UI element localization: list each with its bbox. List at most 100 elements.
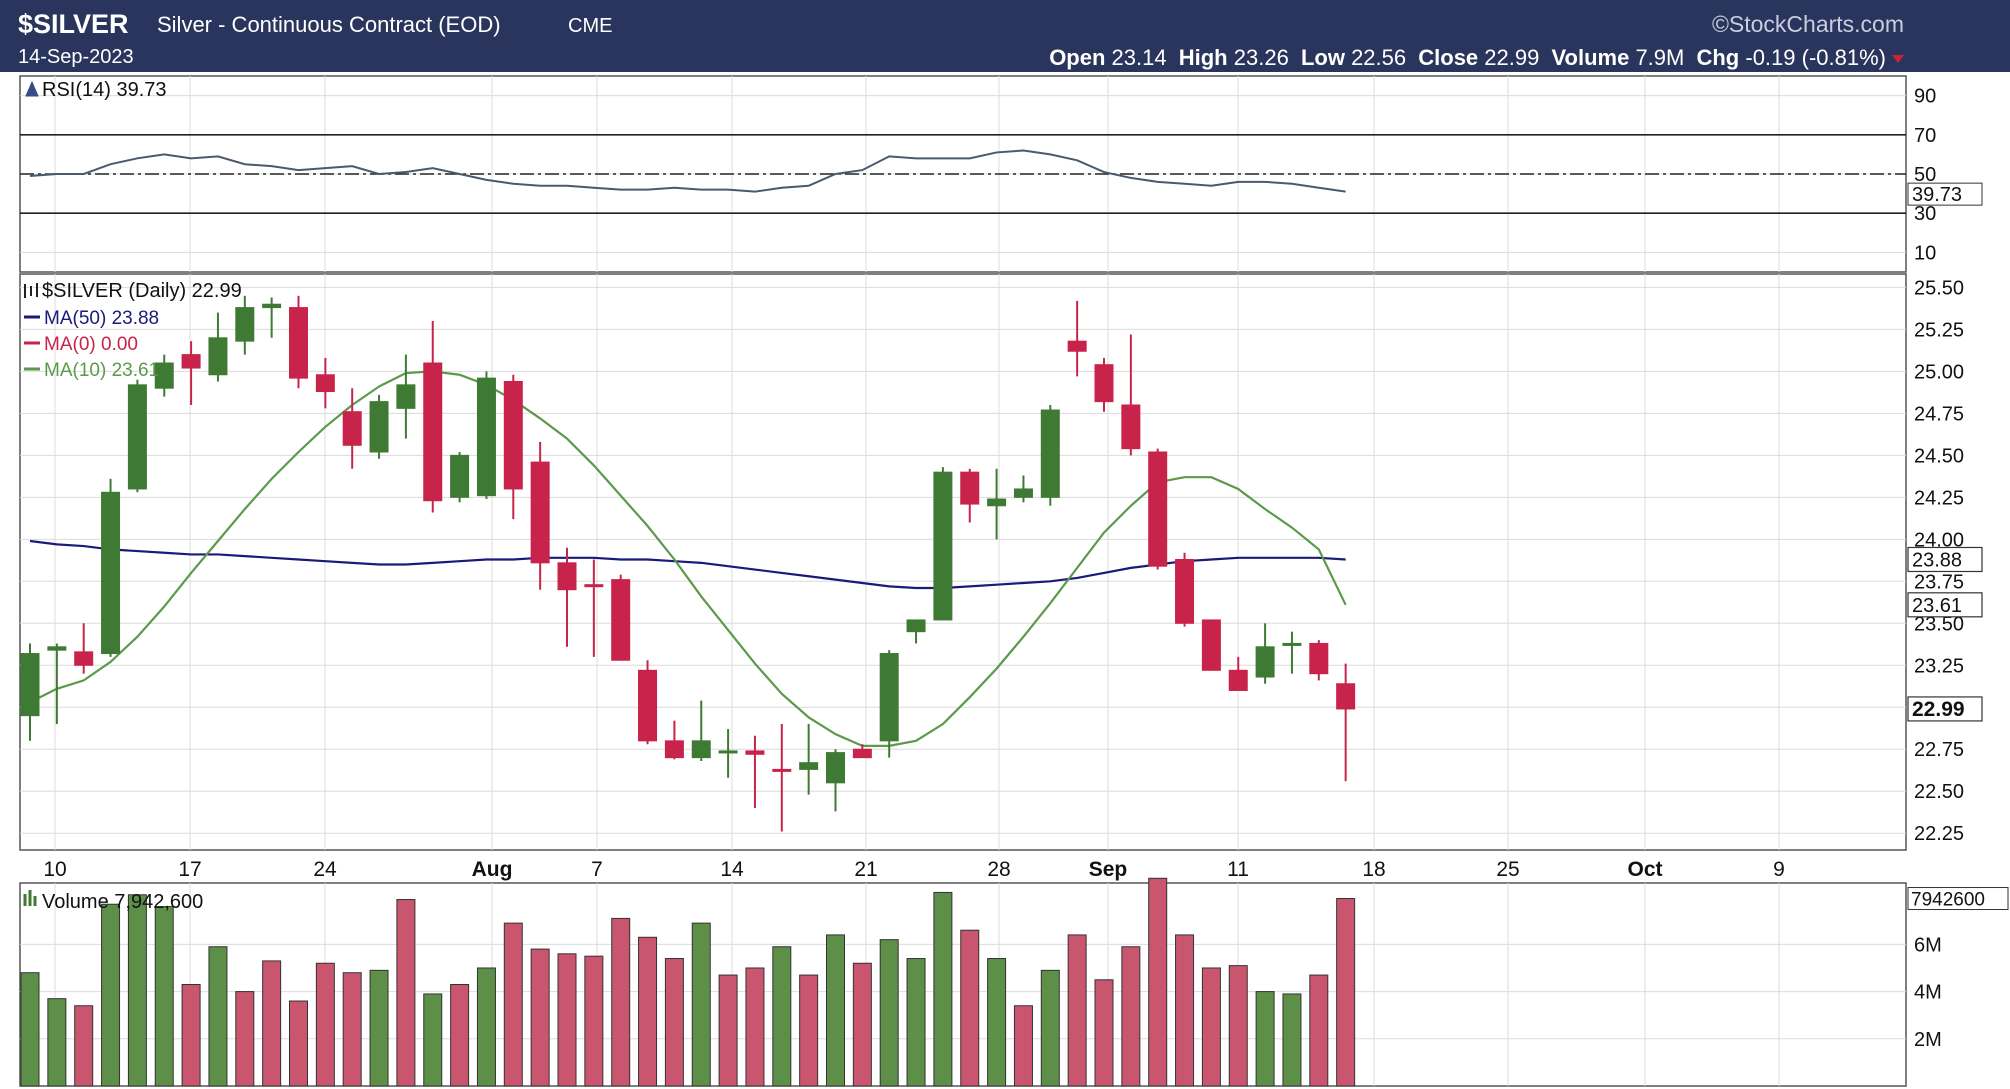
brand-logo: ©StockCharts.com <box>1712 11 1904 37</box>
ma10-last-value-box <box>1907 592 1983 618</box>
volume-bar <box>315 962 335 1087</box>
volume-bar <box>987 958 1007 1087</box>
rsi-tick-label: 90 <box>1914 86 1936 108</box>
x-tick-label: 24 <box>313 858 337 881</box>
candle-body <box>987 498 1007 507</box>
volume-bar <box>423 993 443 1087</box>
volume-last-value-box <box>1907 887 2009 911</box>
volume-bar <box>852 962 872 1087</box>
candle-body <box>369 401 389 453</box>
candle-body <box>960 471 980 505</box>
candle-body <box>1282 642 1302 646</box>
candle-body <box>47 646 67 651</box>
volume-panel: 6M 4M 2M Volume 7,942,600 7942600 <box>19 877 2009 1087</box>
ma50-last-value-box <box>1907 546 1983 573</box>
rsi-legend-icon <box>25 80 39 97</box>
candle-body <box>423 362 443 502</box>
candle-body <box>450 454 470 498</box>
price-tick-label: 25.25 <box>1914 319 1964 341</box>
volume-tick-label: 6M <box>1914 934 1942 956</box>
candle-body <box>718 750 738 754</box>
volume-bar <box>476 967 496 1087</box>
volume-bar <box>1148 877 1168 1087</box>
candle-body <box>584 584 604 588</box>
candle-body <box>262 303 282 309</box>
x-tick-label: 7 <box>591 858 603 881</box>
open-label: Open <box>1049 45 1105 70</box>
price-tick-label: 22.25 <box>1914 823 1964 845</box>
volume-bar <box>638 936 658 1087</box>
volume-bar <box>101 903 121 1087</box>
volume-bar <box>960 929 980 1087</box>
ohlc-readout: Open 23.14 High 23.26 Low 22.56 Close 22… <box>1049 45 1886 70</box>
x-tick-label: 28 <box>987 858 1010 881</box>
ma50-line <box>29 539 1346 590</box>
volume-bar <box>1094 979 1114 1087</box>
volume-bar <box>1309 974 1329 1087</box>
volume-bar <box>584 955 604 1087</box>
x-tick-label: 17 <box>178 858 201 881</box>
volume-bar <box>879 939 899 1087</box>
ma50-last-value: 23.88 <box>1912 549 1962 571</box>
price-legend: $SILVER (Daily) 22.99 <box>42 280 242 302</box>
price-tick-label: 22.75 <box>1914 739 1964 761</box>
candle-body <box>691 740 711 759</box>
volume-bar <box>1067 934 1087 1087</box>
candle-body <box>396 384 416 409</box>
candle-body <box>235 307 255 342</box>
volume-bar <box>611 917 631 1087</box>
price-last-value: 22.99 <box>1912 698 1965 721</box>
volume-bar <box>691 922 711 1087</box>
price-panel: 25.50 25.25 25.00 24.75 24.50 24.25 24.00 23.75… <box>19 273 1983 851</box>
ma10-last-value: 23.61 <box>1912 595 1962 617</box>
x-tick-label: 11 <box>1227 858 1249 881</box>
volume-label: Volume <box>1551 45 1629 70</box>
volume-bar <box>208 946 228 1087</box>
candle-body <box>74 651 94 666</box>
volume-bar <box>1175 934 1195 1087</box>
candle-body <box>557 562 577 591</box>
rsi-tick-label: 50 <box>1914 164 1936 186</box>
rsi-last-value: 39.73 <box>1912 184 1962 206</box>
volume-tick-label: 4M <box>1914 982 1942 1004</box>
candle-body <box>127 384 147 490</box>
volume-bar <box>664 958 684 1087</box>
candle-body <box>1228 669 1248 691</box>
volume-bar <box>289 1000 308 1087</box>
candle-body <box>879 653 899 742</box>
rsi-line <box>29 149 1346 193</box>
price-tick-label: 23.75 <box>1914 571 1964 593</box>
price-tick-label: 23.50 <box>1914 613 1964 635</box>
chg-value: -0.19 (-0.81%) <box>1745 45 1886 70</box>
volume-bar <box>450 984 470 1087</box>
volume-bar <box>772 946 792 1087</box>
candle-body <box>1201 619 1221 671</box>
volume-bar <box>557 953 577 1087</box>
volume-bar <box>826 934 845 1087</box>
high-label: High <box>1179 45 1228 70</box>
price-tick-label: 24.50 <box>1914 445 1964 467</box>
volume-bar <box>503 922 523 1087</box>
chg-label: Chg <box>1696 45 1739 70</box>
volume-bar <box>1282 993 1302 1087</box>
candle-body <box>101 491 121 655</box>
candle-body <box>20 653 40 717</box>
candle-body <box>181 354 201 369</box>
ma-legend-label: MA(0) 0.00 <box>44 334 138 355</box>
volume-bar <box>1013 1005 1033 1087</box>
price-tick-label: 25.00 <box>1914 361 1964 383</box>
x-tick-label: 25 <box>1496 858 1519 881</box>
candle-body <box>1013 488 1033 498</box>
candle-body <box>1040 409 1060 498</box>
x-tick-label: Aug <box>472 858 513 881</box>
ma-legend-label: MA(50) 23.88 <box>44 308 159 329</box>
volume-bar <box>1255 991 1275 1087</box>
low-label: Low <box>1301 45 1346 70</box>
price-tick-label: 24.25 <box>1914 487 1964 509</box>
candle-body <box>1094 364 1114 403</box>
candle-body <box>664 740 684 759</box>
down-arrow-icon <box>1892 55 1904 63</box>
volume-bar <box>1121 946 1141 1087</box>
volume-bar <box>342 972 362 1087</box>
